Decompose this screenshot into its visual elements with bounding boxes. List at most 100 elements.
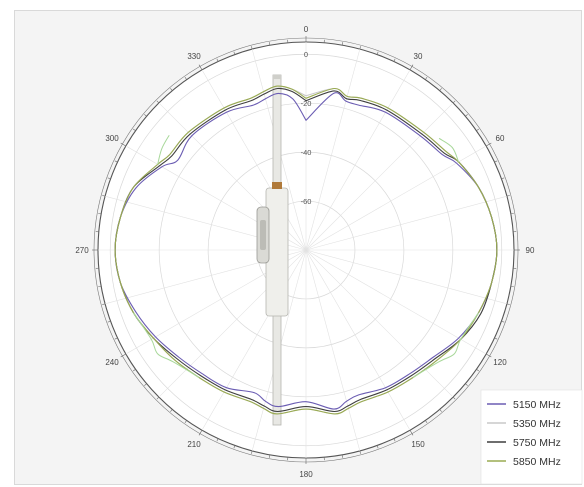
angle-tick-mark	[144, 383, 147, 386]
angle-tick-mark	[269, 42, 271, 46]
angle-tick-label: 90	[526, 246, 535, 255]
angular-gridline	[305, 49, 361, 251]
angle-tick-mark	[341, 454, 343, 458]
angular-gridline	[201, 249, 307, 431]
highlight-series-segment-2	[157, 134, 170, 165]
angle-tick-mark	[120, 142, 127, 147]
angle-tick-label: 210	[187, 440, 201, 449]
angle-tick-mark	[439, 88, 442, 91]
angle-tick-mark	[114, 337, 118, 340]
legend-box	[480, 389, 583, 485]
angle-tick-mark	[233, 445, 236, 449]
angle-tick-mark	[465, 114, 468, 117]
antenna-connector	[272, 182, 282, 189]
antenna-top-cap	[273, 75, 281, 79]
angle-tick-mark	[494, 337, 498, 340]
angle-tick-mark	[107, 177, 111, 180]
angle-tick-mark	[216, 438, 219, 442]
angle-tick-mark	[233, 51, 236, 55]
angle-tick-mark	[409, 64, 414, 71]
angle-tick-mark	[156, 396, 160, 400]
angle-tick-mark	[506, 303, 510, 305]
antenna-mount-slot	[260, 220, 266, 250]
angle-tick-mark	[359, 450, 361, 454]
angle-tick-mark	[198, 429, 203, 436]
highlight-series-segment-0	[412, 312, 479, 378]
angular-gridline	[305, 249, 507, 305]
angular-gridline	[305, 249, 487, 355]
angle-tick-label: 270	[75, 246, 89, 255]
angle-tick-mark	[156, 100, 160, 104]
radial-tick-label: -60	[301, 197, 312, 206]
radial-tick-label: 0	[304, 50, 308, 59]
angular-gridline	[201, 69, 307, 251]
angle-tick-mark	[476, 128, 480, 131]
angle-tick-label: 330	[187, 52, 201, 61]
angle-tick-label: 300	[105, 134, 119, 143]
angle-tick-mark	[144, 114, 147, 117]
angle-tick-mark	[465, 383, 468, 386]
angle-tick-label: 240	[105, 358, 119, 367]
angular-gridline	[305, 249, 361, 451]
angle-tick-label: 30	[414, 52, 423, 61]
angle-tick-mark	[485, 353, 492, 358]
angle-tick-mark	[452, 396, 456, 400]
angular-gridline	[305, 249, 454, 398]
legend-label-2: 5750 MHz	[513, 437, 561, 449]
angle-tick-mark	[452, 100, 456, 104]
angle-tick-mark	[170, 409, 173, 412]
radial-tick-label: -40	[301, 148, 312, 157]
highlight-series-segment-3	[438, 137, 460, 163]
series-line-3	[114, 85, 498, 415]
angle-tick-mark	[341, 42, 343, 46]
angular-gridline	[305, 249, 411, 431]
angle-tick-mark	[476, 369, 480, 372]
angle-tick-mark	[251, 450, 253, 454]
angle-tick-label: 150	[411, 440, 425, 449]
angle-tick-mark	[170, 88, 173, 91]
angle-tick-mark	[510, 213, 514, 215]
angle-tick-mark	[359, 46, 361, 50]
angle-tick-mark	[102, 303, 106, 305]
angle-tick-mark	[132, 369, 136, 372]
angle-tick-mark	[376, 445, 379, 449]
angular-gridline	[305, 102, 454, 251]
label-layer: 0 30 60 90 120 150 180 210 240 270 300 330 0 -20 -40 -6…	[75, 25, 535, 479]
angle-tick-mark	[393, 438, 396, 442]
angle-tick-label: 60	[496, 134, 505, 143]
angle-tick-mark	[269, 454, 271, 458]
angle-tick-label: 0	[304, 25, 309, 34]
angle-tick-mark	[501, 320, 505, 323]
angle-tick-mark	[132, 128, 136, 131]
angle-tick-label: 180	[299, 470, 313, 479]
highlight-series-segment-1	[133, 312, 200, 378]
angle-tick-mark	[425, 420, 428, 424]
angle-tick-mark	[98, 213, 102, 215]
angle-tick-mark	[439, 409, 442, 412]
legend-label-3: 5850 MHz	[513, 456, 561, 468]
angle-tick-mark	[120, 353, 127, 358]
angle-tick-mark	[216, 58, 219, 62]
polar-grid	[92, 36, 520, 464]
angle-tick-mark	[494, 160, 498, 163]
angle-tick-mark	[114, 160, 118, 163]
legend: 5150 MHz 5350 MHz 5750 MHz 5850 MHz	[480, 389, 583, 485]
angle-tick-label: 120	[493, 358, 507, 367]
angle-tick-mark	[102, 195, 106, 197]
angular-gridline	[305, 195, 507, 251]
angle-tick-mark	[107, 320, 111, 323]
angle-tick-mark	[184, 420, 187, 424]
radial-tick-label: -20	[301, 99, 312, 108]
antenna-illustration	[256, 74, 289, 426]
angle-tick-mark	[393, 58, 396, 62]
series-line-0	[114, 92, 498, 410]
angle-tick-mark	[501, 177, 505, 180]
angular-gridline	[305, 69, 411, 251]
angle-tick-mark	[376, 51, 379, 55]
angle-tick-mark	[184, 76, 187, 80]
series-layer	[114, 85, 498, 415]
angle-tick-mark	[510, 285, 514, 287]
legend-label-0: 5150 MHz	[513, 399, 561, 411]
angle-tick-mark	[409, 429, 414, 436]
angle-tick-mark	[485, 142, 492, 147]
